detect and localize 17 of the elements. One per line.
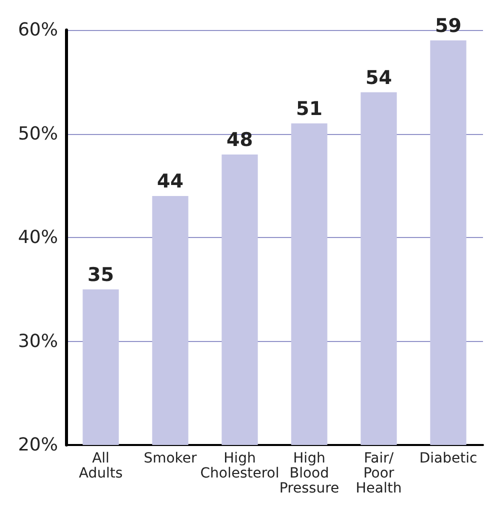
x-tick-label: Smoker <box>144 450 198 466</box>
y-tick-label: 60% <box>18 20 58 40</box>
x-tick-label: Diabetic <box>419 450 478 466</box>
x-tick-label: High Cholesterol <box>200 450 280 482</box>
data-label: 44 <box>157 170 184 192</box>
y-tick-label: 20% <box>18 434 58 456</box>
data-label: 48 <box>226 129 253 151</box>
x-tick-label: High Blood Pressure <box>279 450 340 496</box>
data-label: 35 <box>88 264 114 286</box>
y-tick-label: 30% <box>18 330 58 352</box>
data-label: 59 <box>435 14 462 37</box>
data-label: 51 <box>296 98 322 120</box>
x-tick-label: All Adults <box>78 450 123 482</box>
y-tick-label: 50% <box>18 123 58 144</box>
data-label: 54 <box>366 66 392 89</box>
y-tick-label: 40% <box>18 227 58 248</box>
x-tick-label: Fair/ Poor Health <box>356 450 402 496</box>
